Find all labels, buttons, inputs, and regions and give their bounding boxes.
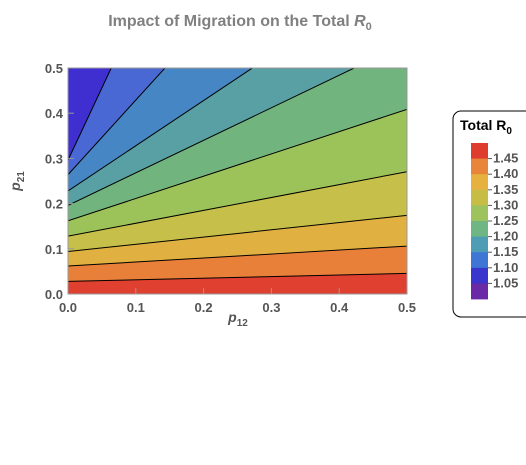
- contour-band: [68, 0, 407, 68]
- legend-label: 1.25: [493, 213, 518, 228]
- legend-swatch: [471, 158, 488, 175]
- contour-lines: [68, 68, 407, 282]
- contour-line: [68, 108, 407, 222]
- contour-line: [68, 68, 254, 192]
- y-axis: 0.0 0.1 0.2 0.3 0.4 0.5: [45, 61, 74, 302]
- contour-band: [68, 215, 407, 266]
- legend-label: 1.40: [493, 166, 518, 181]
- x-tick-label: 0.3: [262, 300, 280, 315]
- contour-band: [68, 109, 407, 237]
- chart-title: Impact of Migration on the Total R0: [108, 13, 372, 33]
- legend-label: 1.30: [493, 197, 518, 212]
- legend-title: Total R0: [460, 117, 512, 137]
- legend-swatch: [471, 252, 488, 269]
- x-axis: 0.0 0.1 0.2 0.3 0.4 0.5: [59, 288, 416, 315]
- contour-line: [68, 68, 69, 69]
- plot-area: [68, 0, 407, 294]
- plot-frame: [67, 67, 408, 295]
- legend-swatch: [471, 189, 488, 206]
- contour-line: [68, 245, 407, 267]
- contour-line: [68, 214, 407, 253]
- y-tick-label: 0.3: [45, 151, 63, 166]
- x-axis-label: p12: [227, 309, 248, 329]
- y-tick-label: 0.1: [45, 242, 63, 257]
- legend: Total R0 1.451.401.351.301.251.201.151.1…: [452, 110, 526, 318]
- x-tick-label: 0.5: [398, 300, 416, 315]
- legend-swatch: [471, 174, 488, 191]
- legend-swatch: [471, 267, 488, 284]
- legend-label: 1.45: [493, 151, 518, 166]
- legend-swatches: [471, 143, 488, 300]
- x-tick-label: 0.0: [59, 300, 77, 315]
- x-tick-label: 0.1: [127, 300, 145, 315]
- legend-swatch: [471, 283, 488, 300]
- contour-line: [68, 171, 407, 237]
- contour-band: [68, 246, 407, 282]
- legend-label: 1.15: [493, 244, 518, 259]
- legend-label: 1.20: [493, 229, 518, 244]
- y-tick-label: 0.5: [45, 61, 63, 76]
- contour-line: [68, 68, 69, 69]
- y-tick-label: 0.0: [45, 287, 63, 302]
- legend-swatch: [471, 143, 488, 159]
- y-axis-label: p21: [7, 171, 27, 192]
- contour-line: [68, 68, 356, 206]
- legend-label: 1.35: [493, 182, 518, 197]
- y-tick-label: 0.4: [45, 106, 64, 121]
- contour-band: [68, 68, 112, 161]
- y-tick-label: 0.2: [45, 197, 63, 212]
- legend-swatch: [471, 221, 488, 237]
- contour-line: [68, 272, 407, 282]
- contour-band: [68, 171, 407, 252]
- legend-labels: 1.451.401.351.301.251.201.151.101.05: [488, 151, 518, 290]
- legend-label: 1.10: [493, 260, 518, 275]
- x-tick-label: 0.4: [330, 300, 349, 315]
- x-tick-label: 0.2: [195, 300, 213, 315]
- contour-line: [68, 68, 166, 176]
- contour-band: [68, 273, 407, 294]
- legend-swatch: [471, 205, 488, 222]
- legend-swatch: [471, 236, 488, 253]
- contour-band: [68, 68, 407, 221]
- legend-label: 1.05: [493, 275, 518, 290]
